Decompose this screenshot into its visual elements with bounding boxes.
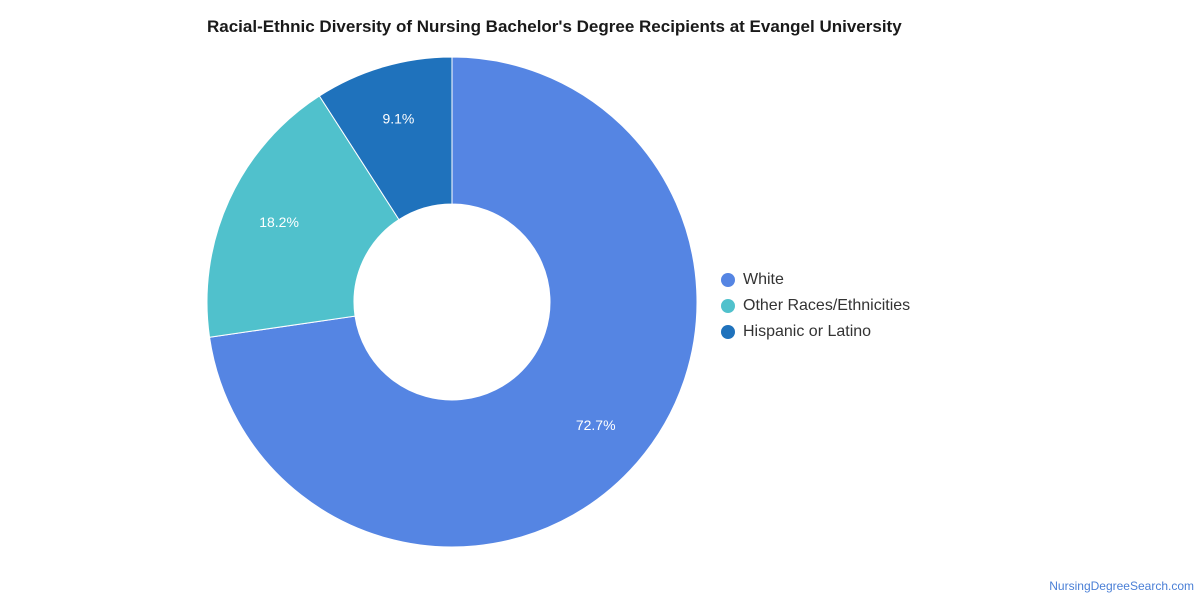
legend: White Other Races/Ethnicities Hispanic o… xyxy=(721,267,910,345)
slice-other-races[interactable] xyxy=(206,95,400,338)
legend-swatch-other-races xyxy=(721,299,735,313)
chart-title: Racial-Ethnic Diversity of Nursing Bache… xyxy=(207,17,902,36)
legend-swatch-hispanic xyxy=(721,325,735,339)
slice-label-white: 72.7% xyxy=(576,417,616,433)
legend-label-other-races: Other Races/Ethnicities xyxy=(743,297,911,314)
legend-swatch-white xyxy=(721,273,735,287)
source-credit[interactable]: NursingDegreeSearch.com xyxy=(1049,579,1194,593)
slice-label-hispanic: 9.1% xyxy=(382,110,414,126)
legend-item-other-races[interactable]: Other Races/Ethnicities xyxy=(721,293,910,319)
legend-label-white: White xyxy=(743,271,784,288)
slice-white[interactable] xyxy=(208,56,698,548)
legend-label-hispanic: Hispanic or Latino xyxy=(743,323,872,340)
legend-item-white[interactable]: White xyxy=(721,267,910,293)
slice-hispanic[interactable] xyxy=(318,56,453,221)
slice-label-other-races: 18.2% xyxy=(259,214,299,230)
legend-item-hispanic[interactable]: Hispanic or Latino xyxy=(721,319,910,345)
